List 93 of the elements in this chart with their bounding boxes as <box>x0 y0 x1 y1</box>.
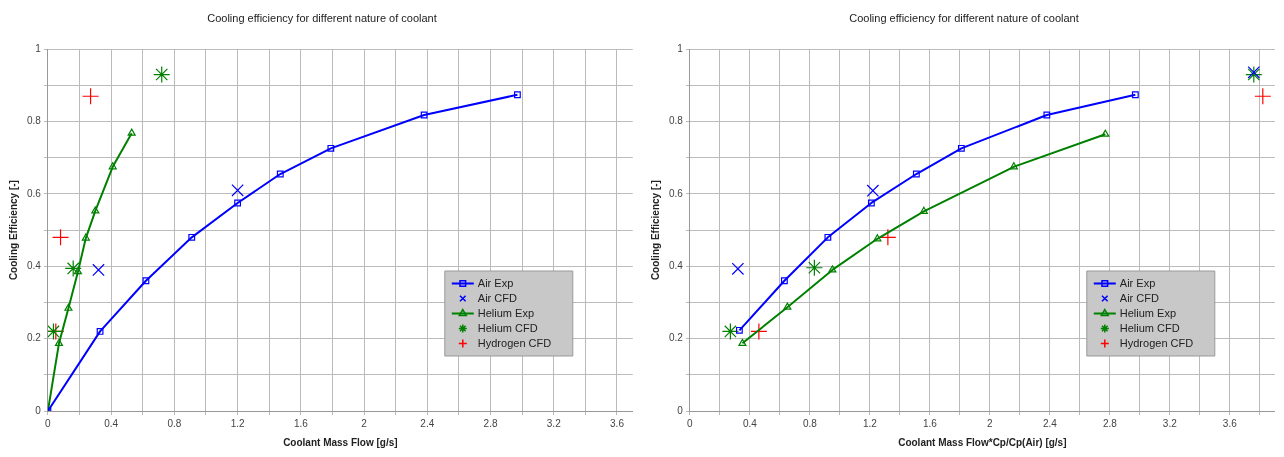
point <box>153 65 171 84</box>
legend-label: Helium CFD <box>1119 321 1180 334</box>
point <box>867 199 875 207</box>
chart-title: Cooling efficiency for different nature of coolant <box>849 11 1079 24</box>
x-tick-label: 2.4 <box>420 417 435 429</box>
x-tick-label: 2 <box>987 417 994 429</box>
point <box>127 128 136 136</box>
point <box>919 206 928 214</box>
y-tick-label: 0.4 <box>669 260 684 272</box>
point <box>1043 111 1051 119</box>
y-tick-label: 0.2 <box>27 332 42 344</box>
point <box>1131 91 1139 99</box>
point <box>873 234 882 242</box>
point <box>824 233 832 241</box>
point <box>738 338 747 346</box>
legend-label: Helium CFD <box>477 321 538 334</box>
chart-title: Cooling efficiency for different nature of coolant <box>207 11 437 24</box>
legend-label: Helium Exp <box>477 306 535 319</box>
point <box>73 267 82 275</box>
y-tick-label: 1 <box>677 42 684 54</box>
point <box>327 144 335 152</box>
point <box>108 162 117 170</box>
point <box>805 259 823 277</box>
y-tick-label: 0 <box>677 404 684 416</box>
y-tick-label: 0.6 <box>669 187 684 199</box>
legend-label: Air Exp <box>477 276 514 289</box>
x-tick-label: 1.6 <box>293 417 309 429</box>
x-tick-label: 3.6 <box>1222 417 1238 429</box>
point <box>828 265 837 273</box>
point <box>957 144 965 152</box>
point <box>96 327 104 335</box>
point <box>750 322 768 340</box>
legend-label: Hydrogen CFD <box>1119 336 1194 349</box>
point <box>81 233 90 241</box>
point <box>866 184 880 197</box>
x-tick-label: 3.2 <box>546 417 562 429</box>
point <box>64 303 73 311</box>
point <box>1245 65 1263 84</box>
x-tick-label: 2.8 <box>483 417 498 429</box>
legend-label: Air CFD <box>1119 291 1159 304</box>
x-tick-label: 1.2 <box>230 417 245 429</box>
point <box>420 111 428 119</box>
y-tick-label: 0.2 <box>669 332 684 344</box>
legend-label: Hydrogen CFD <box>477 336 552 349</box>
point <box>92 263 105 277</box>
point <box>879 228 897 246</box>
point <box>1101 129 1110 137</box>
y-tick-label: 0 <box>35 404 42 416</box>
point <box>912 170 920 178</box>
y-tick-label: 1 <box>35 42 42 54</box>
x-tick-label: 2.8 <box>1102 417 1118 429</box>
legend-label: Helium Exp <box>1119 306 1177 319</box>
point <box>54 338 64 346</box>
legend-label: Air CFD <box>477 291 517 304</box>
point <box>81 87 100 105</box>
point <box>780 277 788 285</box>
y-tick-label: 0.8 <box>27 115 42 127</box>
point <box>721 322 739 340</box>
x-tick-label: 0 <box>687 417 694 429</box>
point <box>142 277 150 285</box>
legend-label: Air Exp <box>1119 276 1156 289</box>
point <box>1254 87 1272 105</box>
x-axis-title: Coolant Mass Flow*Cp/Cp(Air) [g/s] <box>898 436 1067 448</box>
point <box>731 262 745 276</box>
point <box>513 91 521 99</box>
x-tick-label: 0 <box>45 417 52 429</box>
point <box>234 199 242 207</box>
y-tick-label: 0.6 <box>27 187 42 199</box>
point <box>1247 66 1261 79</box>
point <box>91 206 100 214</box>
x-axis-title: Coolant Mass Flow [g/s] <box>283 436 398 448</box>
y-axis-title: Cooling Efficiency [-] <box>7 180 19 281</box>
x-tick-label: 0.8 <box>802 417 818 429</box>
point <box>64 259 82 278</box>
x-tick-label: 1.2 <box>862 417 878 429</box>
x-tick-label: 3.2 <box>1162 417 1178 429</box>
point <box>51 228 70 246</box>
x-tick-label: 1.6 <box>922 417 938 429</box>
x-tick-label: 3.6 <box>610 417 625 429</box>
point <box>735 326 743 334</box>
y-tick-label: 0.4 <box>27 260 42 272</box>
point <box>276 170 284 178</box>
x-tick-label: 0.4 <box>104 417 119 429</box>
point <box>231 184 244 197</box>
y-tick-label: 0.8 <box>669 115 684 127</box>
x-tick-label: 2 <box>361 417 368 429</box>
point <box>188 233 196 241</box>
point <box>783 302 792 310</box>
x-tick-label: 2.4 <box>1042 417 1058 429</box>
y-axis-title: Cooling Efficiency [-] <box>649 180 661 281</box>
x-tick-label: 0.4 <box>742 417 758 429</box>
x-tick-label: 0.8 <box>167 417 182 429</box>
point <box>1009 162 1018 170</box>
